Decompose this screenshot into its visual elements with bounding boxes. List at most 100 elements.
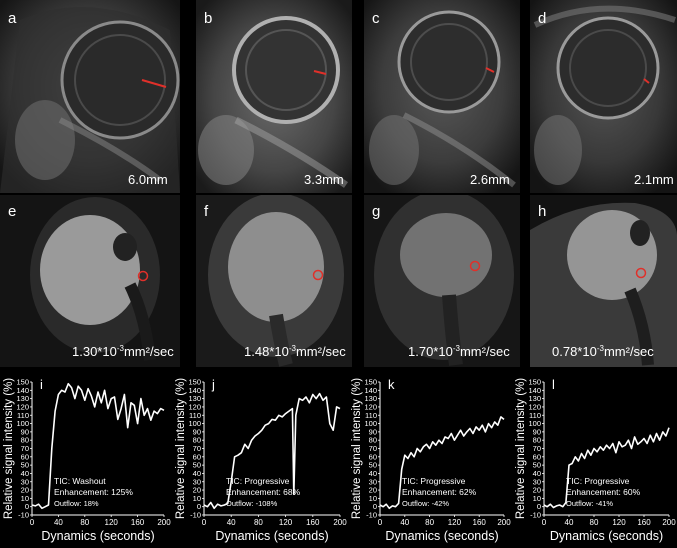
x-axis-label: Dynamics (seconds) <box>550 529 663 543</box>
y-tick-label: 110 <box>17 411 29 420</box>
y-tick-label: 140 <box>528 386 541 395</box>
y-tick-label: 10 <box>369 494 377 503</box>
x-tick-label: 160 <box>637 518 651 527</box>
tic-chart-i: -10 0 10 20 30 40 50 60 70 80 90 100 110 120 130 140 150… <box>0 370 172 543</box>
panel-label: g <box>372 203 381 220</box>
y-tick-label: 90 <box>21 427 29 436</box>
annotation-text: Enhancement: 125% <box>54 487 133 497</box>
panel-label: h <box>538 203 547 220</box>
x-tick-label: 40 <box>400 518 409 527</box>
panel-label: f <box>204 203 209 220</box>
y-tick-label: 40 <box>369 469 377 478</box>
tic-curve <box>31 382 165 510</box>
y-tick-label: 110 <box>529 411 541 420</box>
lesion-marker <box>313 70 327 75</box>
y-tick-label: 10 <box>533 494 541 503</box>
y-tick-label: 90 <box>193 427 201 436</box>
y-tick-label: 30 <box>193 477 201 486</box>
chart-svg: -100102030405060708090100110120130140150… <box>175 377 347 543</box>
tic-curve <box>379 416 505 510</box>
y-tick-label: -10 <box>366 511 377 520</box>
panel-label: a <box>8 10 17 27</box>
y-tick-label: 150 <box>16 378 29 387</box>
y-tick-label: 40 <box>21 469 29 478</box>
y-tick-label: 70 <box>533 444 541 453</box>
mri-image-c <box>364 0 520 193</box>
x-tick-label: 120 <box>279 518 293 527</box>
y-tick-label: 60 <box>369 452 377 461</box>
y-tick-label: 80 <box>193 436 201 445</box>
roi-circle <box>635 267 647 279</box>
y-tick-label: 70 <box>193 444 201 453</box>
y-axis-label: Relative signal intensity (%) <box>175 378 187 519</box>
adc-image-f <box>196 195 352 367</box>
x-tick-label: 160 <box>131 518 145 527</box>
y-tick-label: 130 <box>528 394 541 403</box>
chart-panel-label: l <box>552 377 555 392</box>
x-tick-label: 80 <box>80 518 89 527</box>
y-tick-label: 20 <box>369 486 377 495</box>
x-tick-label: 120 <box>448 518 462 527</box>
y-tick-label: 60 <box>533 452 541 461</box>
annotation-text: TIC: Washout <box>54 476 106 486</box>
y-tick-label: 150 <box>188 378 201 387</box>
chart-svg: -100102030405060708090100110120130140150… <box>3 377 171 543</box>
adc-panel-e: e 1.30*10-3mm²/sec <box>0 195 180 367</box>
thickness-measurement: 6.0mm <box>128 172 168 187</box>
y-tick-label: 30 <box>369 477 377 486</box>
roi-circle <box>137 270 149 282</box>
thickness-measurement: 2.1mm <box>634 172 674 187</box>
x-tick-label: 160 <box>473 518 487 527</box>
roi-circle <box>312 269 324 281</box>
y-tick-label: 0 <box>197 502 201 511</box>
y-tick-label: 100 <box>16 419 29 428</box>
annotation-text: Enhancement: 60% <box>566 487 641 497</box>
adc-value: 1.70*10-3mm²/sec <box>408 344 510 359</box>
y-axis-label: Relative signal intensity (%) <box>3 378 15 519</box>
annotation-text: Outflow: -108% <box>226 499 278 508</box>
mri-image-b <box>196 0 352 193</box>
panel-label: b <box>204 10 213 27</box>
y-tick-label: 110 <box>365 411 377 420</box>
y-tick-label: 100 <box>188 419 201 428</box>
y-tick-label: 20 <box>193 486 201 495</box>
annotation-text: TIC: Progressive <box>566 476 630 486</box>
y-tick-label: -10 <box>18 511 29 520</box>
x-tick-label: 0 <box>30 518 35 527</box>
y-tick-label: 120 <box>528 402 541 411</box>
adc-value: 0.78*10-3mm²/sec <box>552 344 654 359</box>
y-tick-label: 130 <box>188 394 201 403</box>
annotation-text: TIC: Progressive <box>226 476 290 486</box>
y-tick-label: 20 <box>21 486 29 495</box>
x-tick-label: 120 <box>105 518 119 527</box>
y-tick-label: 70 <box>21 444 29 453</box>
y-tick-label: 140 <box>16 386 29 395</box>
y-tick-label: 120 <box>16 402 29 411</box>
panel-label: d <box>538 10 547 27</box>
x-tick-label: 40 <box>227 518 236 527</box>
y-tick-label: 70 <box>369 444 377 453</box>
x-tick-label: 80 <box>590 518 599 527</box>
y-tick-label: 120 <box>188 402 201 411</box>
chart-panel-label: i <box>40 377 43 392</box>
y-tick-label: 140 <box>188 386 201 395</box>
x-tick-label: 40 <box>54 518 63 527</box>
tic-curve <box>203 392 341 510</box>
roi-circle <box>469 260 481 272</box>
tic-chart-j: -10 0 10 20 30 40 50 60 70 80 90 100 110 120 130 140 150… <box>172 370 348 543</box>
x-tick-label: 0 <box>378 518 383 527</box>
x-tick-label: 120 <box>612 518 626 527</box>
y-tick-label: 0 <box>25 502 29 511</box>
mri-image-d <box>530 0 677 193</box>
panel-label: e <box>8 203 17 220</box>
y-tick-label: 110 <box>189 411 201 420</box>
chart-svg: -100102030405060708090100110120130140150… <box>515 377 676 543</box>
x-tick-label: 80 <box>425 518 434 527</box>
x-tick-label: 200 <box>333 518 347 527</box>
mri-panel-c: c 2.6mm <box>364 0 520 193</box>
y-tick-label: 100 <box>528 419 541 428</box>
y-tick-label: 60 <box>193 452 201 461</box>
adc-image-e <box>0 195 180 367</box>
thickness-measurement: 2.6mm <box>470 172 510 187</box>
adc-value: 1.48*10-3mm²/sec <box>244 344 346 359</box>
